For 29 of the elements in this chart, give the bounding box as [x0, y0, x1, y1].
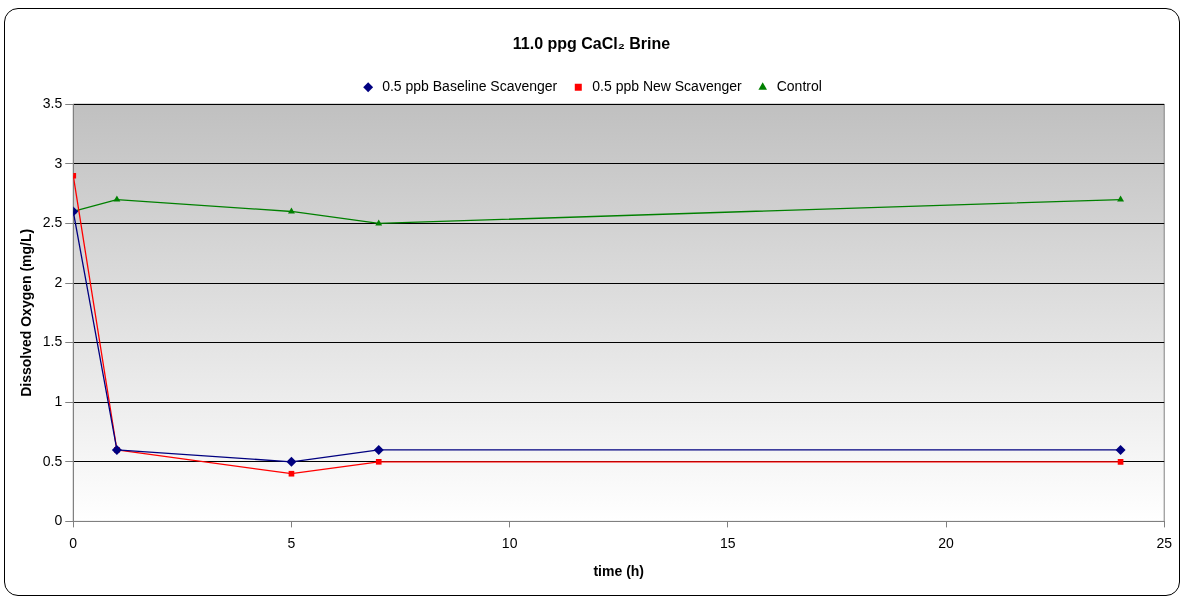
point [1117, 458, 1124, 465]
y-tick-label: 3 [54, 154, 63, 171]
y-tick-label: 2 [54, 273, 63, 290]
x-axis-title: time (h) [593, 563, 645, 580]
x-tick-label: 10 [501, 534, 518, 551]
chart-title: 11.0 ppg CaCl₂ Brine [512, 35, 671, 53]
legend-label: 0.5 ppb New Scavenger [592, 78, 743, 95]
y-tick-label: 0.5 [42, 452, 63, 469]
point [375, 219, 383, 226]
x-tick-label: 5 [287, 534, 296, 551]
y-tick-label: 3.5 [42, 95, 63, 112]
y-tick-label: 1 [54, 393, 63, 410]
point [286, 456, 297, 467]
y-tick-label: 2.5 [42, 214, 63, 231]
y-axis-title: Dissolved Oxygen (mg/L) [18, 228, 35, 397]
x-tick-label: 0 [69, 534, 78, 551]
legend-label: 0.5 ppb Baseline Scavenger [382, 78, 558, 95]
y-tick-label: 1.5 [42, 333, 63, 350]
legend-label: Control [776, 78, 822, 95]
y-tick-label: 0 [54, 512, 63, 529]
point [1115, 444, 1126, 455]
point [288, 470, 295, 477]
x-tick-label: 20 [938, 534, 955, 551]
point [113, 195, 121, 202]
x-tick-label: 25 [1156, 534, 1173, 551]
point [1117, 195, 1125, 202]
point [375, 458, 382, 465]
point [373, 444, 384, 455]
x-tick-label: 15 [720, 534, 736, 551]
